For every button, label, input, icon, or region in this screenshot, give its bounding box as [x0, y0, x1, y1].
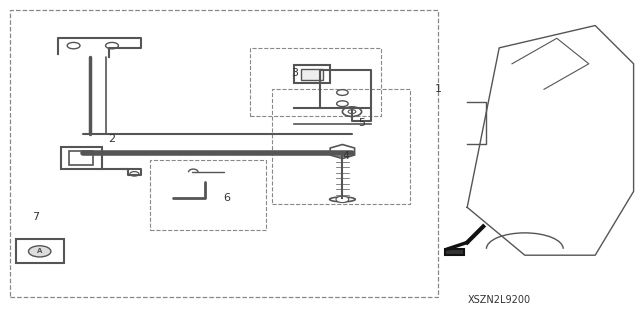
- Bar: [150, 160, 266, 230]
- Text: 7: 7: [31, 212, 39, 222]
- Circle shape: [342, 107, 362, 116]
- Bar: [294, 65, 330, 83]
- Polygon shape: [330, 145, 355, 159]
- Text: 3: 3: [291, 68, 298, 78]
- Circle shape: [130, 172, 139, 176]
- Bar: [10, 10, 438, 297]
- Text: 6: 6: [224, 193, 230, 203]
- Bar: [69, 151, 93, 165]
- Text: 4: 4: [342, 151, 349, 161]
- Bar: [250, 48, 381, 116]
- Bar: [445, 249, 464, 255]
- Ellipse shape: [330, 197, 355, 202]
- Bar: [272, 89, 410, 204]
- Circle shape: [337, 90, 348, 95]
- Text: 2: 2: [108, 134, 116, 144]
- Circle shape: [348, 110, 356, 114]
- FancyBboxPatch shape: [16, 239, 64, 263]
- Circle shape: [106, 42, 118, 49]
- Circle shape: [67, 42, 80, 49]
- Text: 1: 1: [435, 84, 442, 94]
- Text: 5: 5: [358, 118, 365, 128]
- Bar: [301, 69, 323, 80]
- Circle shape: [337, 101, 348, 107]
- Text: XSZN2L9200: XSZN2L9200: [468, 295, 531, 305]
- FancyBboxPatch shape: [61, 147, 102, 169]
- Circle shape: [336, 196, 349, 203]
- Polygon shape: [58, 38, 141, 57]
- Ellipse shape: [28, 246, 51, 257]
- Text: A: A: [37, 249, 42, 254]
